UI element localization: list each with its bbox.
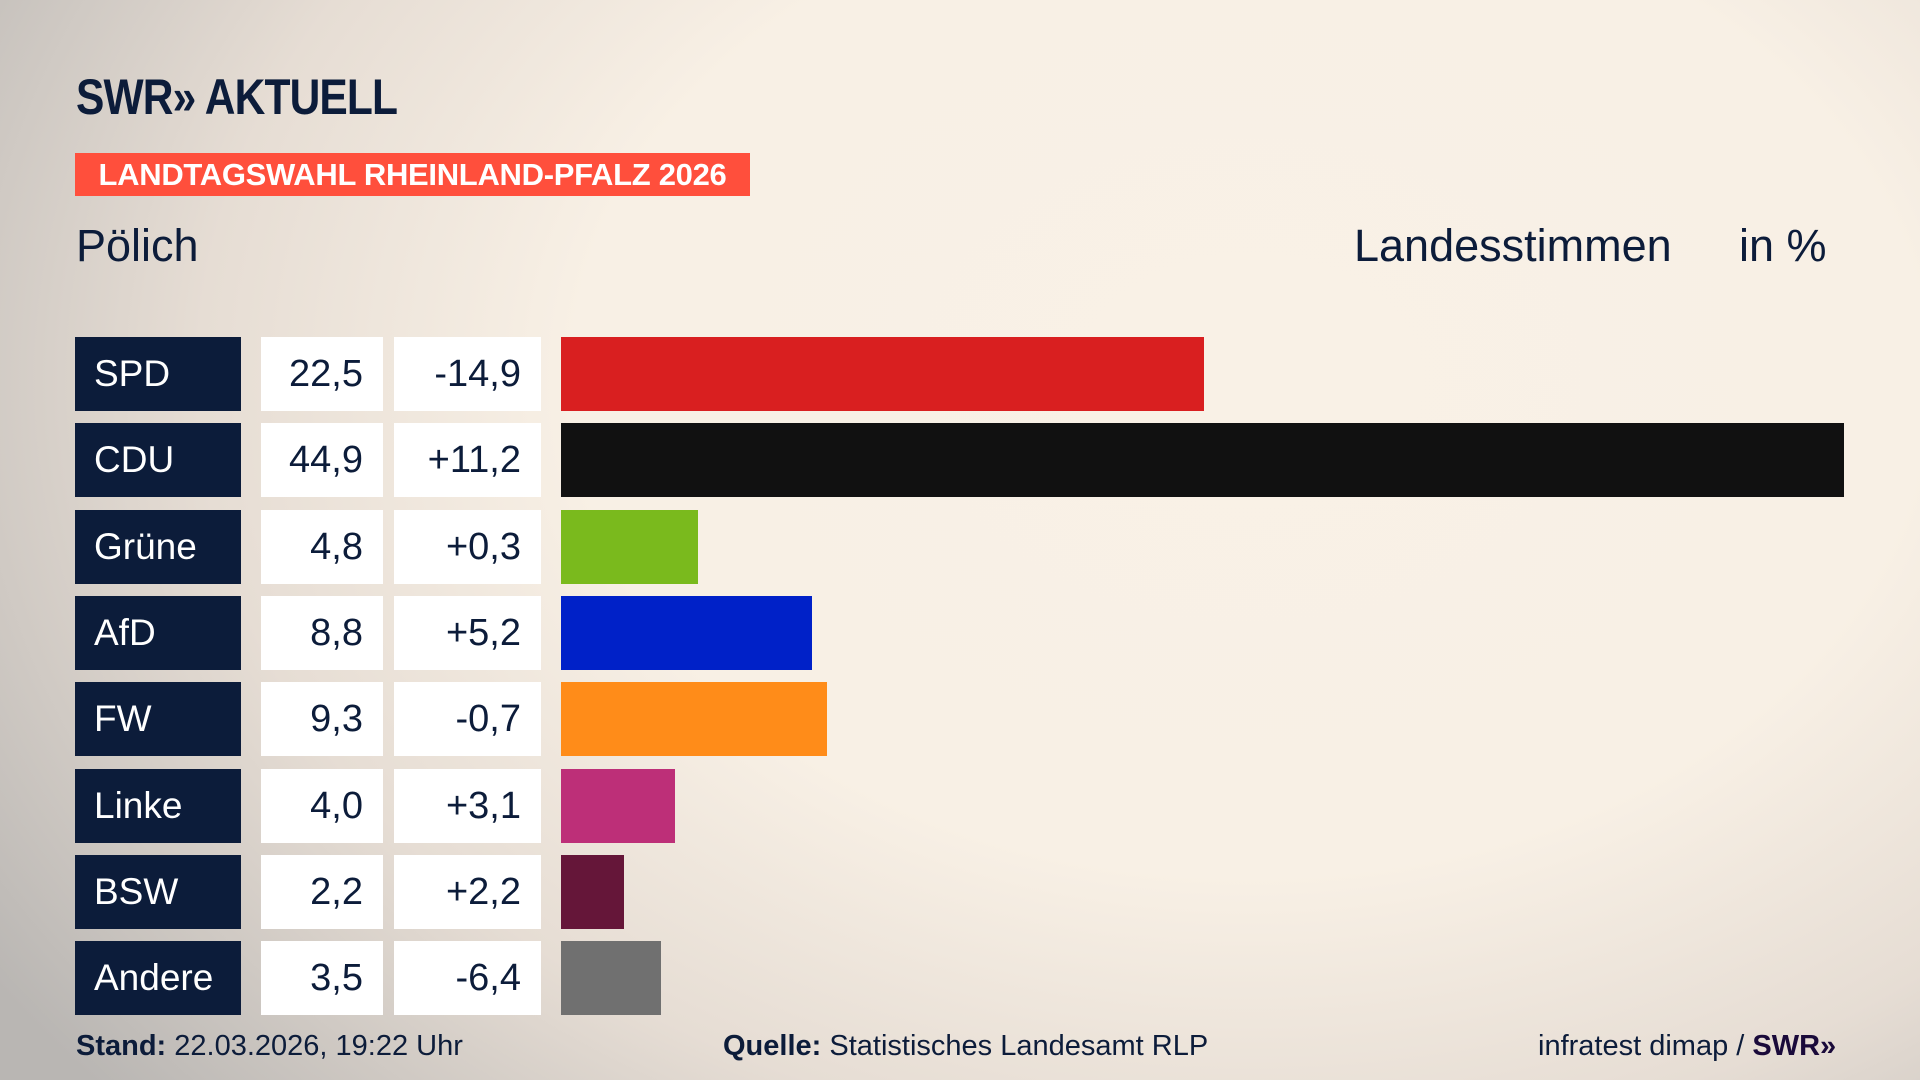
source: Quelle: Statistisches Landesamt RLP [723,1030,1208,1063]
change-label: -0,7 [394,682,541,757]
bar [561,941,661,1016]
bar [561,768,676,843]
party-label: BSW [75,854,241,929]
party-label: Grüne [75,509,241,584]
party-label: FW [75,682,241,757]
value-label: 4,0 [261,768,383,843]
value-label: 3,5 [261,941,383,1016]
change-label: -6,4 [394,941,541,1016]
unit-label: in % [1739,220,1827,271]
bar [561,682,827,757]
stand-value: 22.03.2026, 19:22 Uhr [174,1030,463,1062]
change-label: +0,3 [394,509,541,584]
change-label: +2,2 [394,854,541,929]
chart-row: Andere 3,5 -6,4 [75,941,1875,1016]
timestamp: Stand: 22.03.2026, 19:22 Uhr [76,1030,463,1063]
chart-row: Linke 4,0 +3,1 [75,768,1875,843]
party-label: CDU [75,423,241,498]
bar [561,509,699,584]
swr-aktuell-logo: SWR» AKTUELL [76,69,398,125]
party-label: SPD [75,337,241,411]
stand-label: Stand: [76,1030,167,1062]
source-label: Quelle: [723,1030,822,1062]
chart-row: BSW 2,2 +2,2 [75,854,1875,929]
change-label: +11,2 [394,423,541,498]
measure-label: Landesstimmen [1354,220,1672,271]
value-label: 8,8 [261,595,383,670]
party-label: Andere [75,941,241,1016]
party-label: AfD [75,595,241,670]
chart-row: CDU 44,9 +11,2 [75,423,1875,498]
swr-logo: SWR» [1752,1030,1837,1062]
chart-row: AfD 8,8 +5,2 [75,595,1875,670]
bar [561,423,1844,498]
change-label: -14,9 [394,337,541,411]
party-label: Linke [75,768,241,843]
credit-text: infratest dimap / [1538,1030,1745,1062]
region-title: Pölich [76,220,199,271]
bar [561,595,813,670]
bar [561,854,624,929]
election-banner: LANDTAGSWAHL RHEINLAND-PFALZ 2026 [75,153,750,196]
value-label: 44,9 [261,423,383,498]
value-label: 2,2 [261,854,383,929]
bar [561,337,1204,411]
change-label: +3,1 [394,768,541,843]
chart-row: FW 9,3 -0,7 [75,682,1875,757]
credit: infratest dimap / SWR» [1538,1030,1836,1063]
source-value: Statistisches Landesamt RLP [829,1030,1209,1062]
value-label: 22,5 [261,337,383,411]
chart-row: SPD 22,5 -14,9 [75,337,1875,411]
chart-row: Grüne 4,8 +0,3 [75,509,1875,584]
change-label: +5,2 [394,595,541,670]
value-label: 4,8 [261,509,383,584]
value-label: 9,3 [261,682,383,757]
